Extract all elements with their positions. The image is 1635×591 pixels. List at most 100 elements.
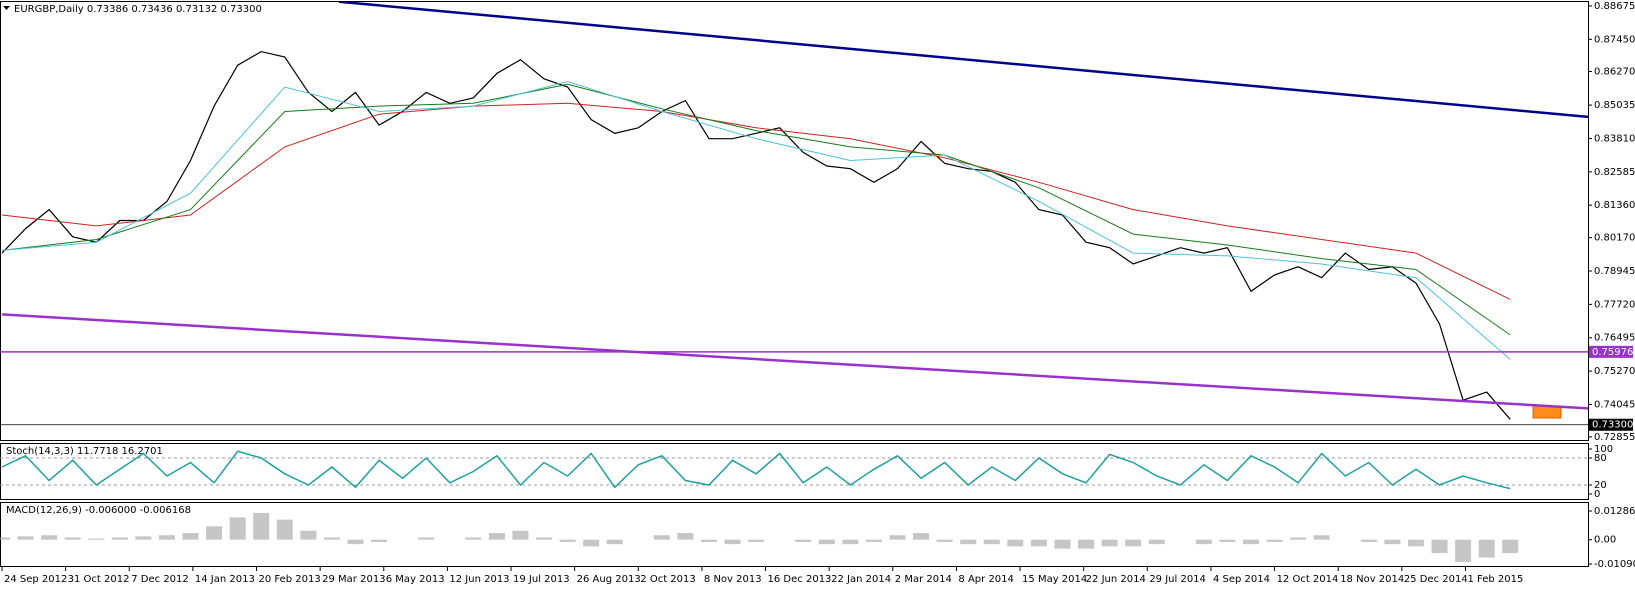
y-tick-label: 0.85035 xyxy=(1594,100,1635,111)
macd-bar xyxy=(606,539,623,545)
x-tick-label: 12 Oct 2014 xyxy=(1277,574,1339,585)
macd-bar xyxy=(559,539,576,542)
macd-bar xyxy=(1407,539,1424,547)
x-tick-label: 14 Jan 2013 xyxy=(195,574,255,585)
macd-bar xyxy=(512,530,529,540)
macd-bar xyxy=(182,532,199,540)
price-tag-label: 0.75976 xyxy=(1592,347,1633,358)
macd-bar xyxy=(748,539,765,542)
menu-arrow xyxy=(3,6,10,10)
price-tag xyxy=(1589,418,1633,431)
macd-bar xyxy=(229,517,246,540)
y-tick-label: 0.72855 xyxy=(1594,432,1635,443)
macd-bar xyxy=(0,537,10,540)
x-tick-label: 26 Aug 2013 xyxy=(577,574,641,585)
macd-bar xyxy=(300,530,317,540)
y-tick-label: 0.81360 xyxy=(1594,200,1635,211)
macd-bar xyxy=(1313,535,1330,540)
y-tick-label: 0.012869 xyxy=(1594,506,1635,517)
y-tick-label: 100 xyxy=(1594,444,1613,455)
macd-bar xyxy=(536,537,553,540)
macd-bar xyxy=(677,532,694,540)
macd-bar xyxy=(1101,539,1118,547)
macd-bar xyxy=(983,539,1000,545)
macd-bar xyxy=(583,539,600,547)
macd-bar xyxy=(1195,539,1212,545)
x-tick-label: 25 Dec 2014 xyxy=(1404,574,1468,585)
main-panel xyxy=(0,1,1589,441)
macd-bar xyxy=(1054,539,1071,549)
macd-bar xyxy=(842,539,859,545)
x-tick-label: 2 Oct 2013 xyxy=(640,574,695,585)
macd-bar xyxy=(135,536,152,540)
macd-bar xyxy=(1078,539,1095,549)
macd-bar xyxy=(1384,539,1401,545)
x-tick-label: 16 Dec 2013 xyxy=(768,574,832,585)
macd-bar xyxy=(158,535,175,540)
y-tick-label: 0.83810 xyxy=(1594,133,1635,144)
macd-bar xyxy=(206,526,223,540)
y-tick-label: 80 xyxy=(1594,453,1607,464)
macd-bar xyxy=(1148,539,1165,545)
indicator-line xyxy=(1,80,1511,360)
x-tick-label: 20 Feb 2013 xyxy=(259,574,321,585)
y-tick-label: 0.80170 xyxy=(1594,233,1635,244)
x-tick-label: 7 Dec 2012 xyxy=(131,574,189,585)
indicator-line xyxy=(338,2,1588,119)
indicator-line xyxy=(1,313,1588,410)
macd-bar xyxy=(1243,539,1260,545)
macd-bar xyxy=(1266,539,1283,542)
x-tick-label: 8 Apr 2014 xyxy=(958,574,1013,585)
macd-bar xyxy=(913,532,930,540)
macd-bar xyxy=(488,532,505,540)
y-tick-label: 0.82585 xyxy=(1594,167,1635,178)
macd-bar xyxy=(276,519,293,540)
x-tick-label: 31 Oct 2012 xyxy=(68,574,130,585)
x-tick-label: 22 Jan 2014 xyxy=(831,574,891,585)
macd-bar xyxy=(253,512,270,540)
y-tick-label: 0.86270 xyxy=(1594,66,1635,77)
x-tick-label: 29 Mar 2013 xyxy=(322,574,385,585)
y-tick-label: 0.75270 xyxy=(1594,366,1635,377)
macd-bar xyxy=(1030,539,1047,547)
macd-bar xyxy=(1219,539,1236,542)
macd-bar xyxy=(700,539,717,542)
macd-bar xyxy=(1478,539,1495,558)
stoch-panel xyxy=(0,443,1589,500)
x-tick-label: 22 Jun 2014 xyxy=(1086,574,1146,585)
macd-panel xyxy=(0,502,1589,567)
macd-bar xyxy=(795,539,812,542)
macd-bar xyxy=(1290,537,1307,540)
y-tick-label: 20 xyxy=(1594,480,1607,491)
macd-bar xyxy=(88,538,105,540)
x-tick-label: 18 Nov 2014 xyxy=(1340,574,1404,585)
x-tick-label: 8 Nov 2013 xyxy=(704,574,762,585)
macd-bar xyxy=(465,537,482,540)
indicator-line xyxy=(1,102,1511,300)
macd-bar xyxy=(1360,539,1377,542)
price-tag-label: 0.73300 xyxy=(1592,420,1633,431)
x-tick-label: 6 May 2013 xyxy=(386,574,445,585)
x-tick-label: 19 Jul 2013 xyxy=(513,574,570,585)
macd-bar xyxy=(1502,539,1519,554)
y-tick-label: 0 xyxy=(1594,489,1600,500)
chart-title: EURGBP,Daily 0.73386 0.73436 0.73132 0.7… xyxy=(14,4,262,15)
macd-bar xyxy=(936,539,953,542)
x-tick-label: 29 Jul 2014 xyxy=(1149,574,1206,585)
macd-bar xyxy=(1455,539,1472,562)
macd-bar xyxy=(889,535,906,540)
macd-bar xyxy=(17,536,34,540)
x-tick-label: 12 Jun 2013 xyxy=(449,574,509,585)
macd-bar xyxy=(653,535,670,540)
y-tick-label: 0.87450 xyxy=(1594,34,1635,45)
macd-bar xyxy=(1125,539,1142,547)
macd-title: MACD(12,26,9) -0.006000 -0.006168 xyxy=(6,505,191,516)
macd-bar xyxy=(1431,539,1448,554)
macd-bar xyxy=(323,537,340,540)
macd-bar xyxy=(960,539,977,545)
macd-bar xyxy=(1007,539,1024,547)
macd-bar xyxy=(724,539,741,545)
x-tick-label: 15 May 2014 xyxy=(1022,574,1087,585)
macd-bar xyxy=(865,539,882,542)
